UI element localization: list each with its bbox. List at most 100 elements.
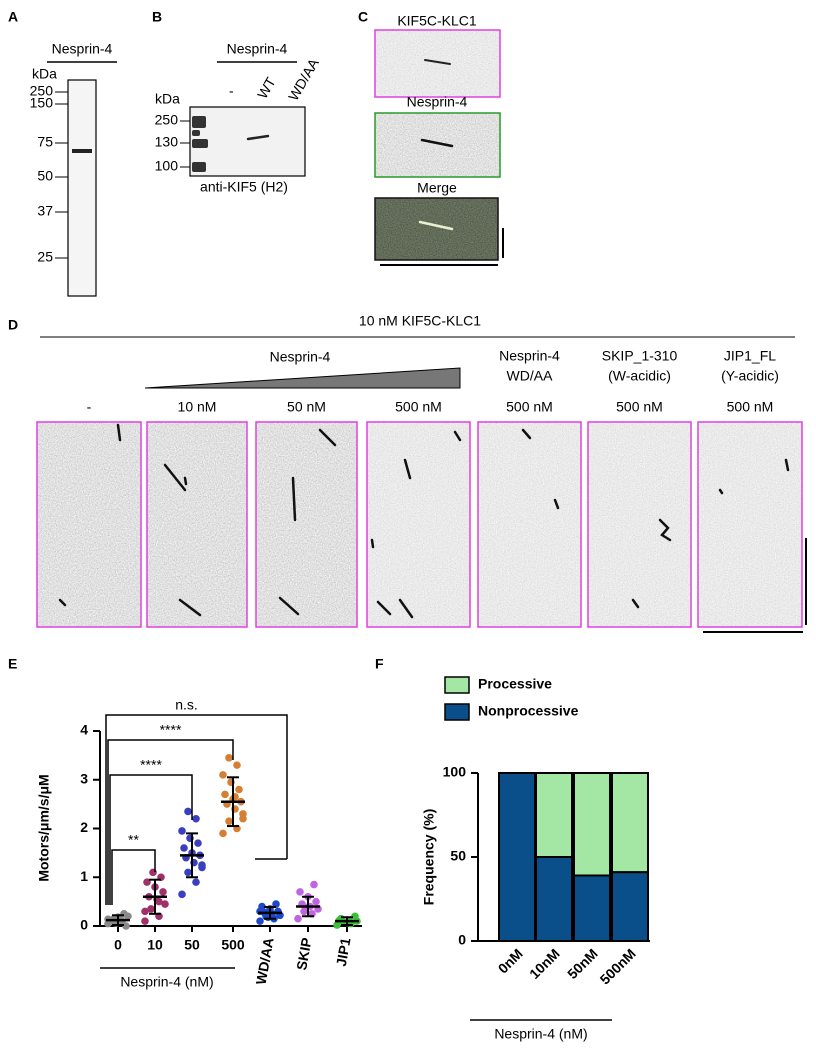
axis-title: Motors/μm/s/μM: [36, 774, 52, 881]
legend-swatch: [444, 703, 470, 721]
label: 100: [155, 158, 179, 174]
condition: -: [87, 399, 92, 415]
label: 250: [155, 112, 179, 128]
label: 130: [155, 134, 179, 150]
wedge: [144, 367, 461, 389]
x-tick-label: 500nM: [597, 945, 639, 987]
image: [375, 30, 500, 97]
point: [225, 817, 233, 825]
bar: [535, 856, 573, 942]
streak: [246, 134, 270, 141]
label: Nesprin-4: [227, 41, 288, 57]
ladder: [192, 130, 200, 136]
image: [147, 422, 247, 627]
point: [235, 785, 243, 794]
blot: [189, 106, 306, 177]
bar: [498, 772, 536, 942]
y-tick-label: 0: [80, 917, 88, 933]
label: 10 nM KIF5C-KLC1: [359, 313, 481, 329]
y-tick-label: 2: [80, 819, 88, 835]
point: [141, 907, 149, 916]
condition: 50 nM: [287, 399, 326, 415]
column-header: Nesprin-4: [499, 348, 560, 364]
label: 75: [37, 134, 53, 150]
image-frame: [697, 421, 803, 628]
point: [272, 900, 280, 908]
streak: [420, 138, 454, 148]
image: [367, 422, 470, 627]
point: [159, 888, 167, 896]
x-tick-label: 50nM: [564, 945, 601, 982]
point: [178, 827, 186, 835]
y-tick-label: 3: [80, 770, 88, 786]
point: [294, 914, 302, 923]
streak: [58, 598, 67, 607]
label: 50: [37, 168, 53, 184]
significance: n.s.: [175, 697, 198, 713]
condition: 500 nM: [395, 399, 442, 415]
bar: [573, 874, 611, 942]
label: F: [375, 656, 384, 672]
point: [120, 910, 128, 918]
label: C: [358, 9, 368, 25]
point: [184, 868, 192, 877]
streak: [521, 428, 532, 440]
image-frame: [374, 112, 501, 178]
point: [219, 829, 227, 838]
legend-label: Processive: [478, 676, 552, 692]
image: [375, 198, 498, 260]
image: [698, 422, 802, 627]
bar: [611, 772, 649, 874]
label: -: [229, 83, 234, 99]
image-frame: [374, 29, 501, 98]
significance: ****: [160, 722, 182, 738]
label: Nesprin-4: [52, 41, 113, 57]
bracket: [111, 849, 156, 905]
point: [221, 790, 229, 799]
point: [180, 844, 188, 852]
image-frame: [477, 421, 582, 628]
bracket: [105, 714, 288, 905]
column-header: (Y-acidic): [721, 368, 779, 384]
bar: [611, 871, 649, 942]
streak: [370, 538, 375, 549]
image-frame: [255, 421, 358, 628]
label: Nesprin-4: [407, 94, 468, 110]
y-tick-label: 50: [450, 848, 466, 864]
point: [233, 761, 241, 769]
label: 250: [30, 83, 54, 99]
group-label: Nesprin-4 (nM): [120, 974, 213, 990]
image: [256, 422, 357, 627]
ladder: [192, 116, 206, 128]
x-tick-label: 500: [221, 937, 245, 953]
label: B: [152, 9, 162, 25]
y-tick-label: 4: [80, 722, 88, 738]
image: [588, 422, 691, 627]
streak: [418, 220, 454, 231]
label: A: [8, 9, 18, 25]
streak: [553, 498, 560, 510]
x-tick-label: 50: [184, 937, 200, 953]
point: [256, 917, 264, 925]
bar: [573, 772, 611, 877]
streak: [376, 600, 392, 616]
label: kDa: [155, 91, 180, 107]
ladder: [192, 162, 206, 172]
significance: ****: [140, 757, 162, 773]
condition: 500 nM: [506, 399, 553, 415]
label: 150: [30, 95, 54, 111]
streak: [453, 430, 462, 442]
y-tick-label: 0: [458, 932, 466, 948]
bracket: [107, 739, 234, 905]
label: KIF5C-KLC1: [397, 13, 477, 29]
point: [312, 897, 320, 906]
point: [147, 905, 155, 913]
label: 25: [37, 249, 53, 265]
image: [375, 113, 500, 177]
x-tick-label: 10nM: [526, 945, 563, 982]
column-header: WD/AA: [507, 368, 554, 384]
streak: [178, 598, 202, 617]
label: 37: [37, 203, 53, 219]
streak: [631, 598, 640, 609]
